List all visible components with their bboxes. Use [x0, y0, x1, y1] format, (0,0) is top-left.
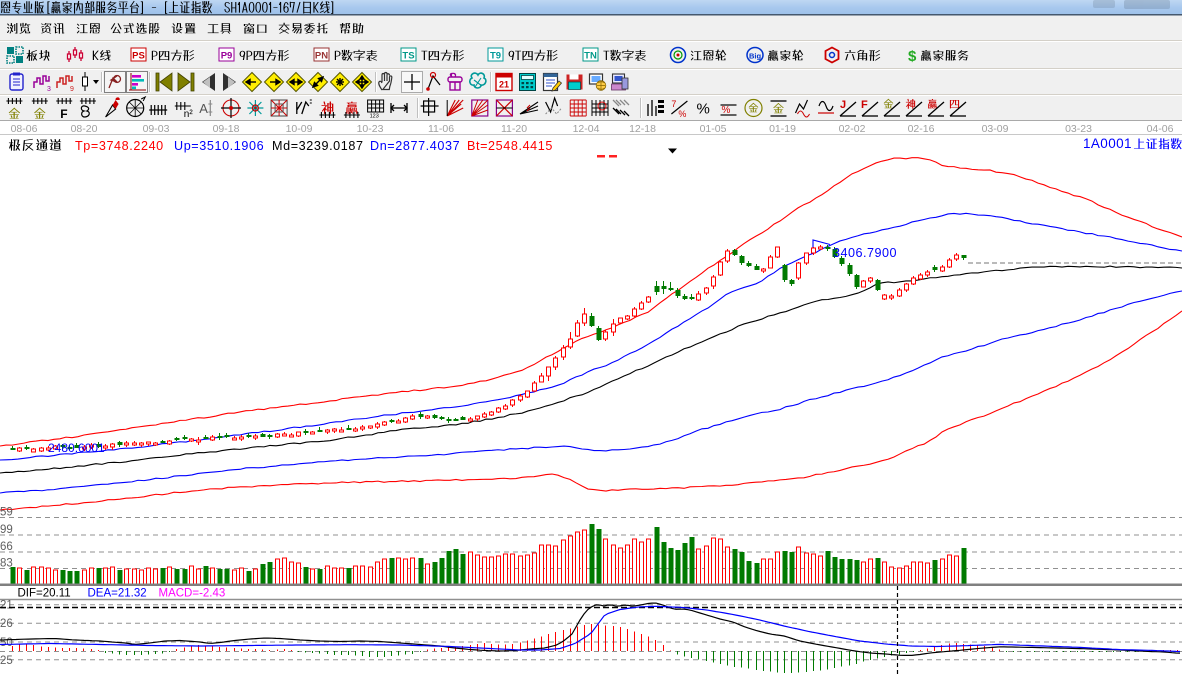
svg-text:08-06: 08-06 — [11, 123, 38, 135]
svg-text:10-09: 10-09 — [286, 123, 313, 135]
svg-text:04-06: 04-06 — [1147, 123, 1174, 135]
svg-text:%: % — [678, 109, 686, 119]
svg-text:25: 25 — [0, 655, 13, 667]
svg-text:F: F — [861, 99, 868, 111]
svg-text:50: 50 — [0, 637, 13, 649]
svg-text:$: $ — [908, 48, 917, 65]
svg-text:Up=3510.1906: Up=3510.1906 — [174, 139, 264, 153]
svg-text:T9: T9 — [490, 51, 501, 62]
svg-text:%: % — [697, 101, 710, 118]
svg-text:MACD=-2.43: MACD=-2.43 — [159, 588, 226, 600]
svg-text:DEA=21.32: DEA=21.32 — [88, 588, 147, 600]
svg-text:A: A — [199, 101, 208, 116]
svg-text:J: J — [840, 99, 846, 111]
svg-text:26: 26 — [0, 618, 13, 630]
svg-text:12-04: 12-04 — [573, 123, 600, 135]
svg-text:59: 59 — [0, 507, 13, 519]
svg-text:P9: P9 — [221, 51, 233, 62]
svg-text:12-18: 12-18 — [629, 123, 656, 135]
svg-text:21: 21 — [499, 80, 509, 90]
svg-text:1A0001: 1A0001 — [1083, 136, 1132, 151]
svg-text:3: 3 — [47, 86, 51, 93]
svg-text:PS: PS — [132, 51, 145, 62]
svg-text:Bt=2548.4415: Bt=2548.4415 — [467, 139, 553, 153]
svg-text:01-05: 01-05 — [700, 123, 727, 135]
svg-text:Tp=3748.2240: Tp=3748.2240 — [75, 139, 164, 153]
svg-text:TS: TS — [402, 51, 414, 62]
svg-text:08-20: 08-20 — [71, 123, 98, 135]
svg-text:TN: TN — [584, 51, 597, 62]
svg-text:7: 7 — [671, 99, 676, 109]
svg-text:9: 9 — [70, 86, 74, 93]
svg-text:99: 99 — [0, 524, 13, 536]
svg-text:10-23: 10-23 — [357, 123, 384, 135]
svg-text:3406.7900: 3406.7900 — [833, 246, 897, 260]
svg-text:PN: PN — [315, 51, 328, 62]
svg-text:03-23: 03-23 — [1065, 123, 1092, 135]
svg-text:21: 21 — [0, 600, 13, 612]
svg-text:Dn=2877.4037: Dn=2877.4037 — [370, 139, 460, 153]
svg-text:83: 83 — [0, 558, 13, 570]
svg-text:n²: n² — [184, 109, 194, 120]
svg-text:DIF=20.11: DIF=20.11 — [18, 588, 71, 600]
svg-text:Md=3239.0187: Md=3239.0187 — [272, 139, 364, 153]
svg-text:02-02: 02-02 — [839, 123, 866, 135]
svg-text:09-18: 09-18 — [213, 123, 240, 135]
svg-text:2480.6001: 2480.6001 — [48, 441, 105, 455]
svg-text:09-03: 09-03 — [143, 123, 170, 135]
svg-text:03-09: 03-09 — [982, 123, 1009, 135]
svg-text:Big: Big — [749, 52, 762, 61]
svg-text:66: 66 — [0, 541, 13, 553]
svg-text:11-06: 11-06 — [428, 123, 454, 135]
svg-text:123: 123 — [370, 114, 379, 120]
svg-text:F: F — [60, 107, 67, 121]
svg-text:02-16: 02-16 — [908, 123, 935, 135]
svg-text:%: % — [722, 105, 731, 116]
svg-text:11-20: 11-20 — [501, 123, 527, 135]
svg-text:01-19: 01-19 — [769, 123, 796, 135]
